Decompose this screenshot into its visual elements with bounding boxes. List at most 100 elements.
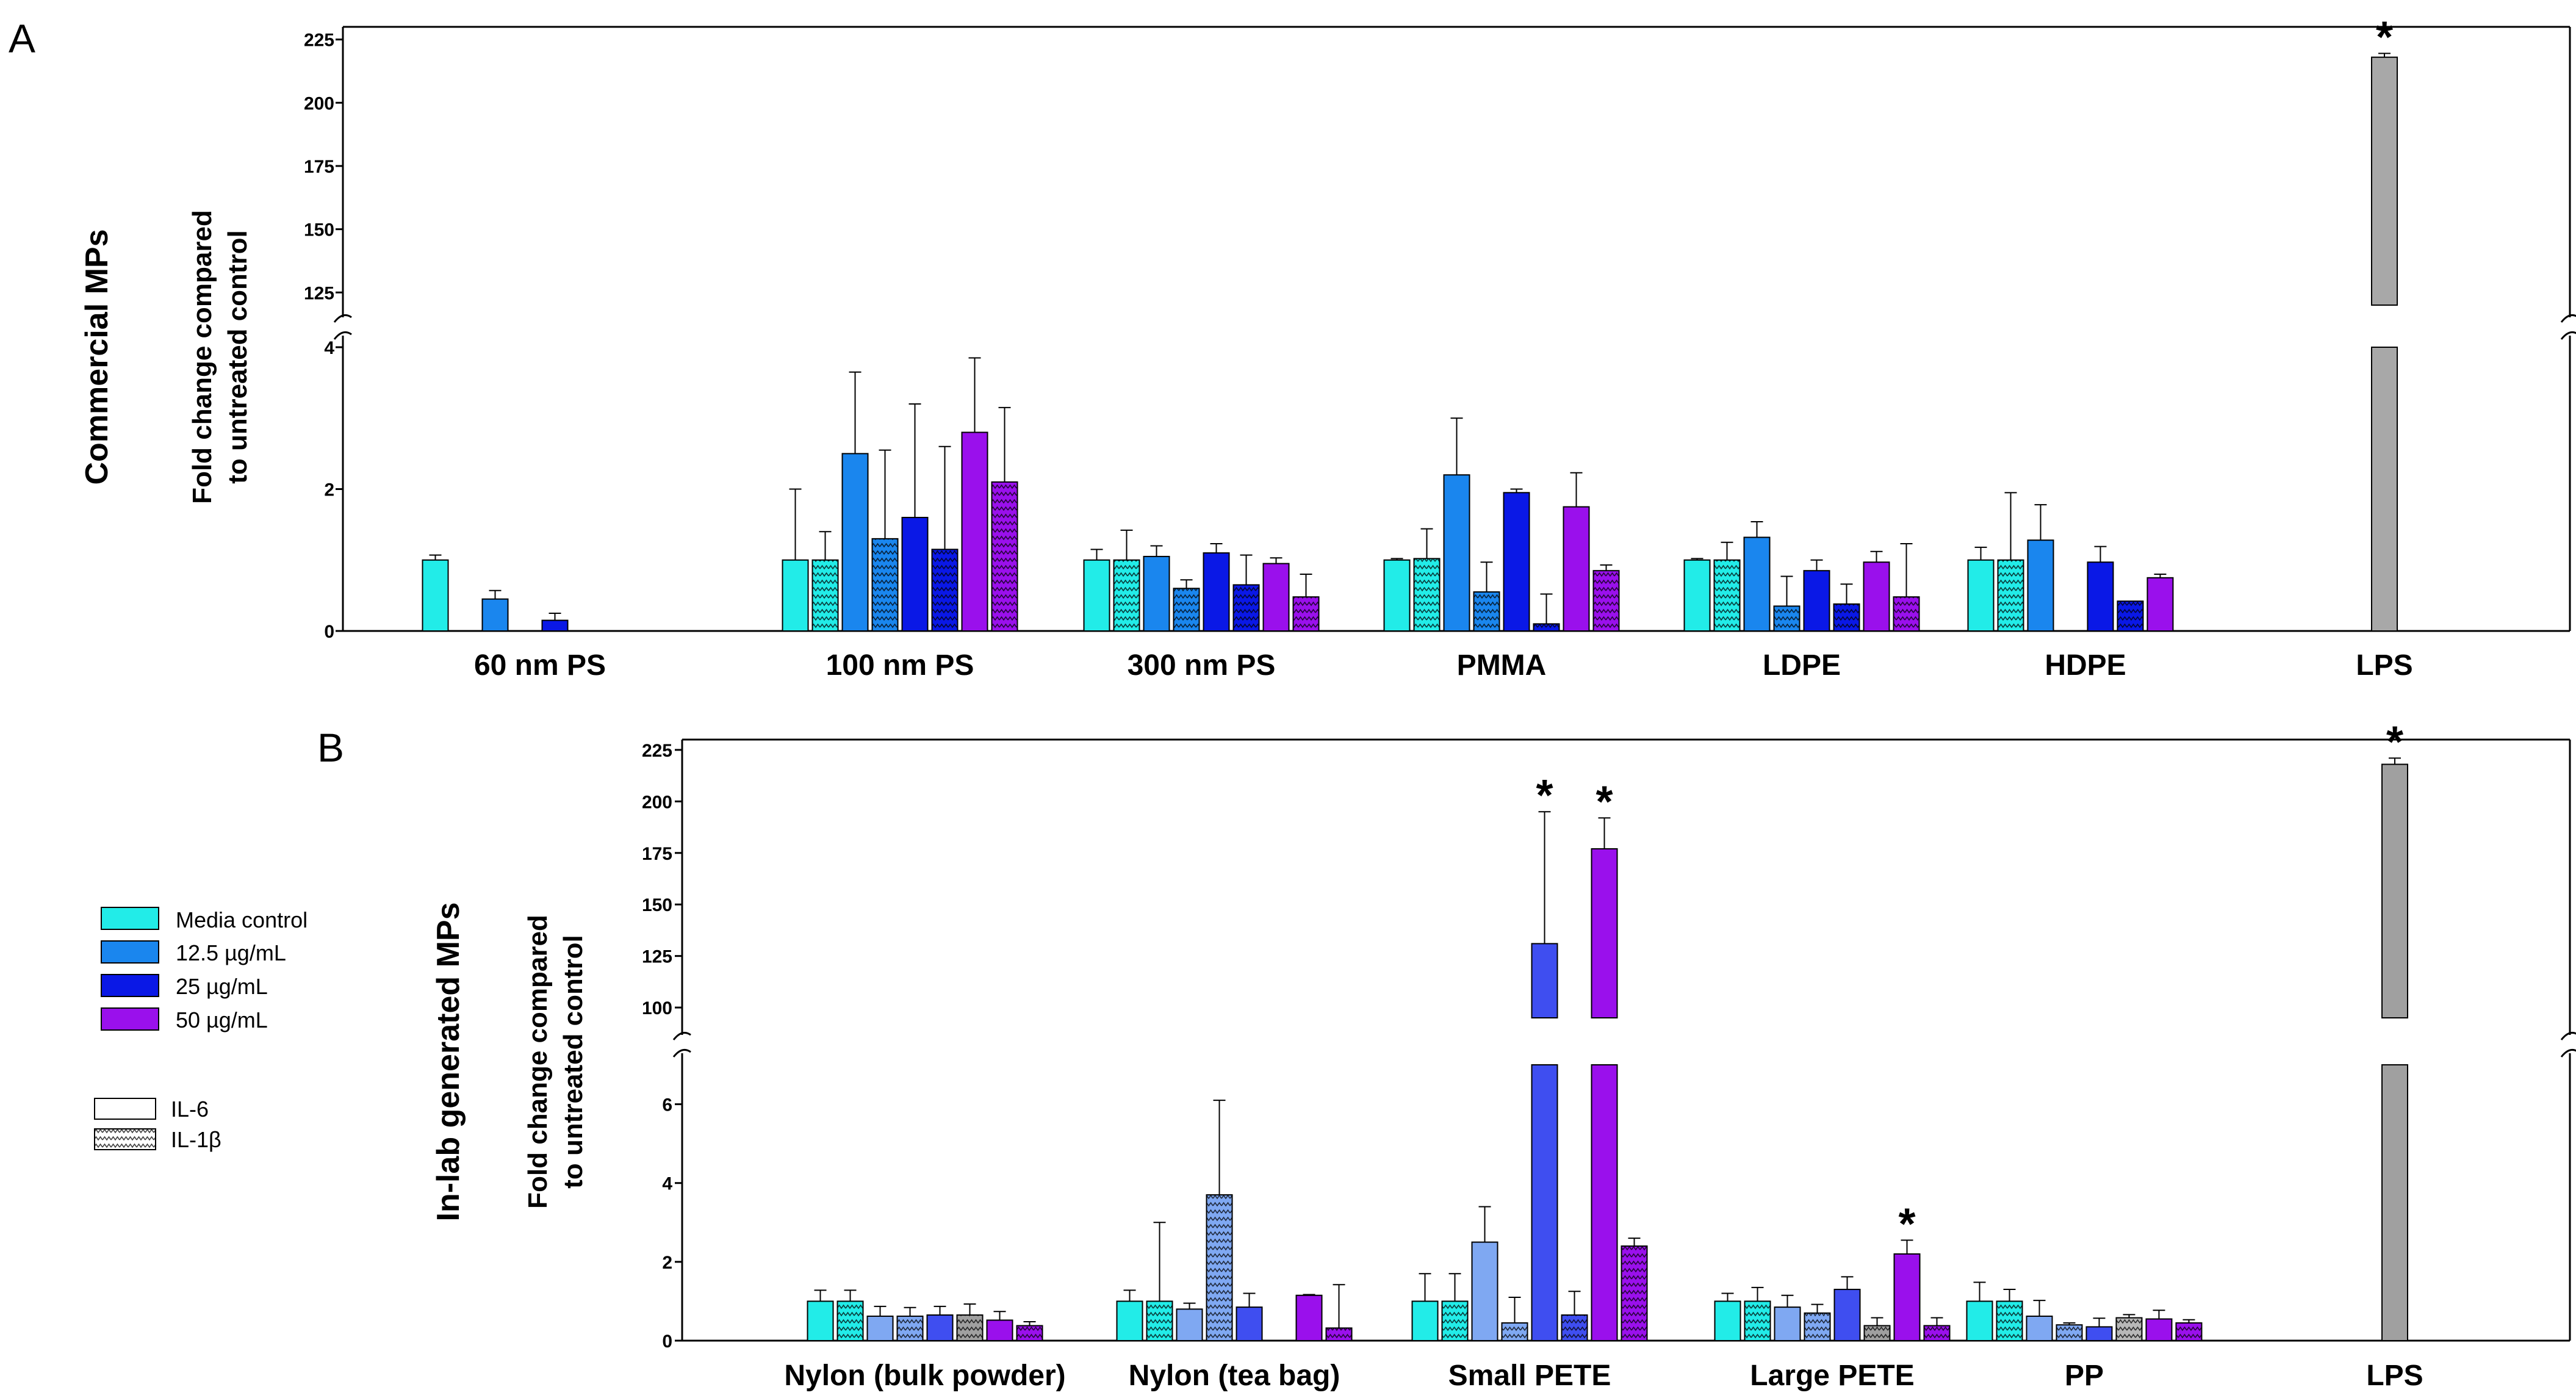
axis-break-right-top [2560, 1031, 2576, 1040]
bar [2115, 1317, 2143, 1342]
legend-swatch-50 [101, 1007, 159, 1031]
bar [1923, 1325, 1951, 1342]
bar [1833, 603, 1860, 632]
x-category-label: LPS [2356, 649, 2412, 682]
legend-swatch-il6 [94, 1098, 156, 1120]
bar-upper-segment [2371, 56, 2398, 306]
y-tick-label-upper: 125 [304, 283, 334, 303]
bar [1714, 1300, 1741, 1341]
panel-a-chart: 0 2 4 125 150 175 200 225 60 nm PS 100 nm PS 300 n… [304, 13, 2576, 682]
y-tick-label-upper: 175 [642, 844, 672, 864]
legend-swatch-25 [101, 974, 159, 997]
bar [1966, 1300, 1993, 1341]
bar [1683, 559, 1711, 632]
bar [2085, 1326, 2113, 1341]
bar-upper-segment [1531, 943, 1558, 1019]
axis-break-left-bottom [672, 1048, 691, 1058]
legend-label-50: 50 µg/mL [176, 1007, 268, 1032]
bar-lower-segment [1591, 1064, 1618, 1341]
bar [2087, 561, 2114, 632]
legend-swatch-media [101, 907, 159, 930]
panel-a-ylabel-line1: Fold change compared [187, 210, 217, 504]
bar [1774, 1306, 1801, 1341]
bar-upper-segment [1591, 848, 1618, 1018]
bar [2146, 577, 2174, 632]
bar [422, 559, 449, 632]
y-tick-label-upper: 225 [642, 741, 672, 761]
panel-b-chart: 0 2 4 6 100 125 150 175 200 225 Nylon (bulk powder… [642, 718, 2576, 1392]
y-tick-label-lower: 2 [324, 480, 334, 500]
bar [2027, 539, 2054, 632]
y-tick-label-upper: 100 [642, 998, 672, 1018]
x-category-label: Nylon (tea bag) [1129, 1360, 1340, 1392]
y-tick-label-lower: 2 [662, 1253, 672, 1273]
y-tick-label-lower: 4 [324, 338, 334, 358]
legend-label-25: 25 µg/mL [176, 974, 268, 999]
bar [836, 1300, 864, 1341]
bar [1863, 561, 1890, 632]
x-category-label: 60 nm PS [474, 649, 606, 682]
bar [896, 1315, 924, 1342]
bar [2145, 1318, 2173, 1341]
y-tick-label-upper: 125 [642, 947, 672, 967]
bar [1232, 584, 1260, 632]
y-tick-label-lower: 4 [662, 1174, 672, 1194]
panel-b-ylabel-line1: Fold change compared [523, 915, 553, 1209]
bar [961, 431, 988, 632]
axis-break-right-top [2560, 314, 2576, 323]
bar [1471, 1241, 1498, 1341]
y-tick-label-upper: 225 [304, 31, 334, 51]
panel-a-letter: A [9, 16, 35, 61]
bar [926, 1314, 954, 1341]
bar [991, 481, 1018, 632]
bar [1503, 492, 1530, 632]
bar [2175, 1322, 2203, 1342]
legend-label-il1b: IL-1β [171, 1127, 221, 1152]
bar [1176, 1308, 1203, 1341]
y-tick-label-lower: 0 [324, 622, 334, 642]
bar [1996, 1300, 2023, 1341]
x-category-label: 300 nm PS [1128, 649, 1276, 682]
bar [986, 1319, 1013, 1341]
bar [1533, 623, 1560, 632]
y-tick-label-upper: 200 [642, 792, 672, 812]
x-category-label: PMMA [1457, 649, 1547, 682]
legend: Media control 12.5 µg/mL 25 µg/mL 50 µg/… [94, 907, 308, 1152]
axis-break-left-bottom [333, 331, 352, 340]
significance-star: * [2376, 13, 2393, 62]
bar [1997, 559, 2024, 632]
bar [1116, 1300, 1143, 1341]
bar [1413, 558, 1441, 632]
bar [1592, 570, 1620, 632]
bar [1016, 1325, 1043, 1342]
bar [901, 517, 929, 632]
bar-upper-segment [2381, 763, 2408, 1018]
bar [1893, 596, 1920, 632]
panel-a-ylabel-line2: to untreated control [223, 230, 253, 484]
panel-b-ylabel-line2: to untreated control [558, 935, 588, 1189]
x-category-label: LPS [2366, 1360, 2423, 1392]
significance-star: * [2386, 718, 2403, 766]
bar [1441, 1300, 1469, 1341]
bar [1292, 596, 1320, 632]
bar [1262, 563, 1290, 632]
axis-break-right-bottom [2560, 331, 2576, 340]
bar [1893, 1253, 1921, 1342]
x-category-label: LDPE [1763, 649, 1841, 682]
bar [481, 598, 509, 632]
legend-label-12-5: 12.5 µg/mL [176, 940, 286, 965]
x-category-label: 100 nm PS [826, 649, 974, 682]
bar-lower-segment [2381, 1064, 2408, 1341]
bar-lower-segment [2371, 347, 2398, 632]
bar [1833, 1289, 1861, 1341]
significance-star: * [1536, 771, 1553, 820]
legend-label-il6: IL-6 [171, 1097, 209, 1122]
bar [956, 1314, 984, 1341]
axis-break-left-top [333, 314, 352, 323]
bar [1173, 588, 1200, 632]
bar [1203, 552, 1230, 632]
bar [1744, 1300, 1771, 1341]
significance-star: * [1596, 777, 1613, 826]
bar [1743, 536, 1771, 632]
